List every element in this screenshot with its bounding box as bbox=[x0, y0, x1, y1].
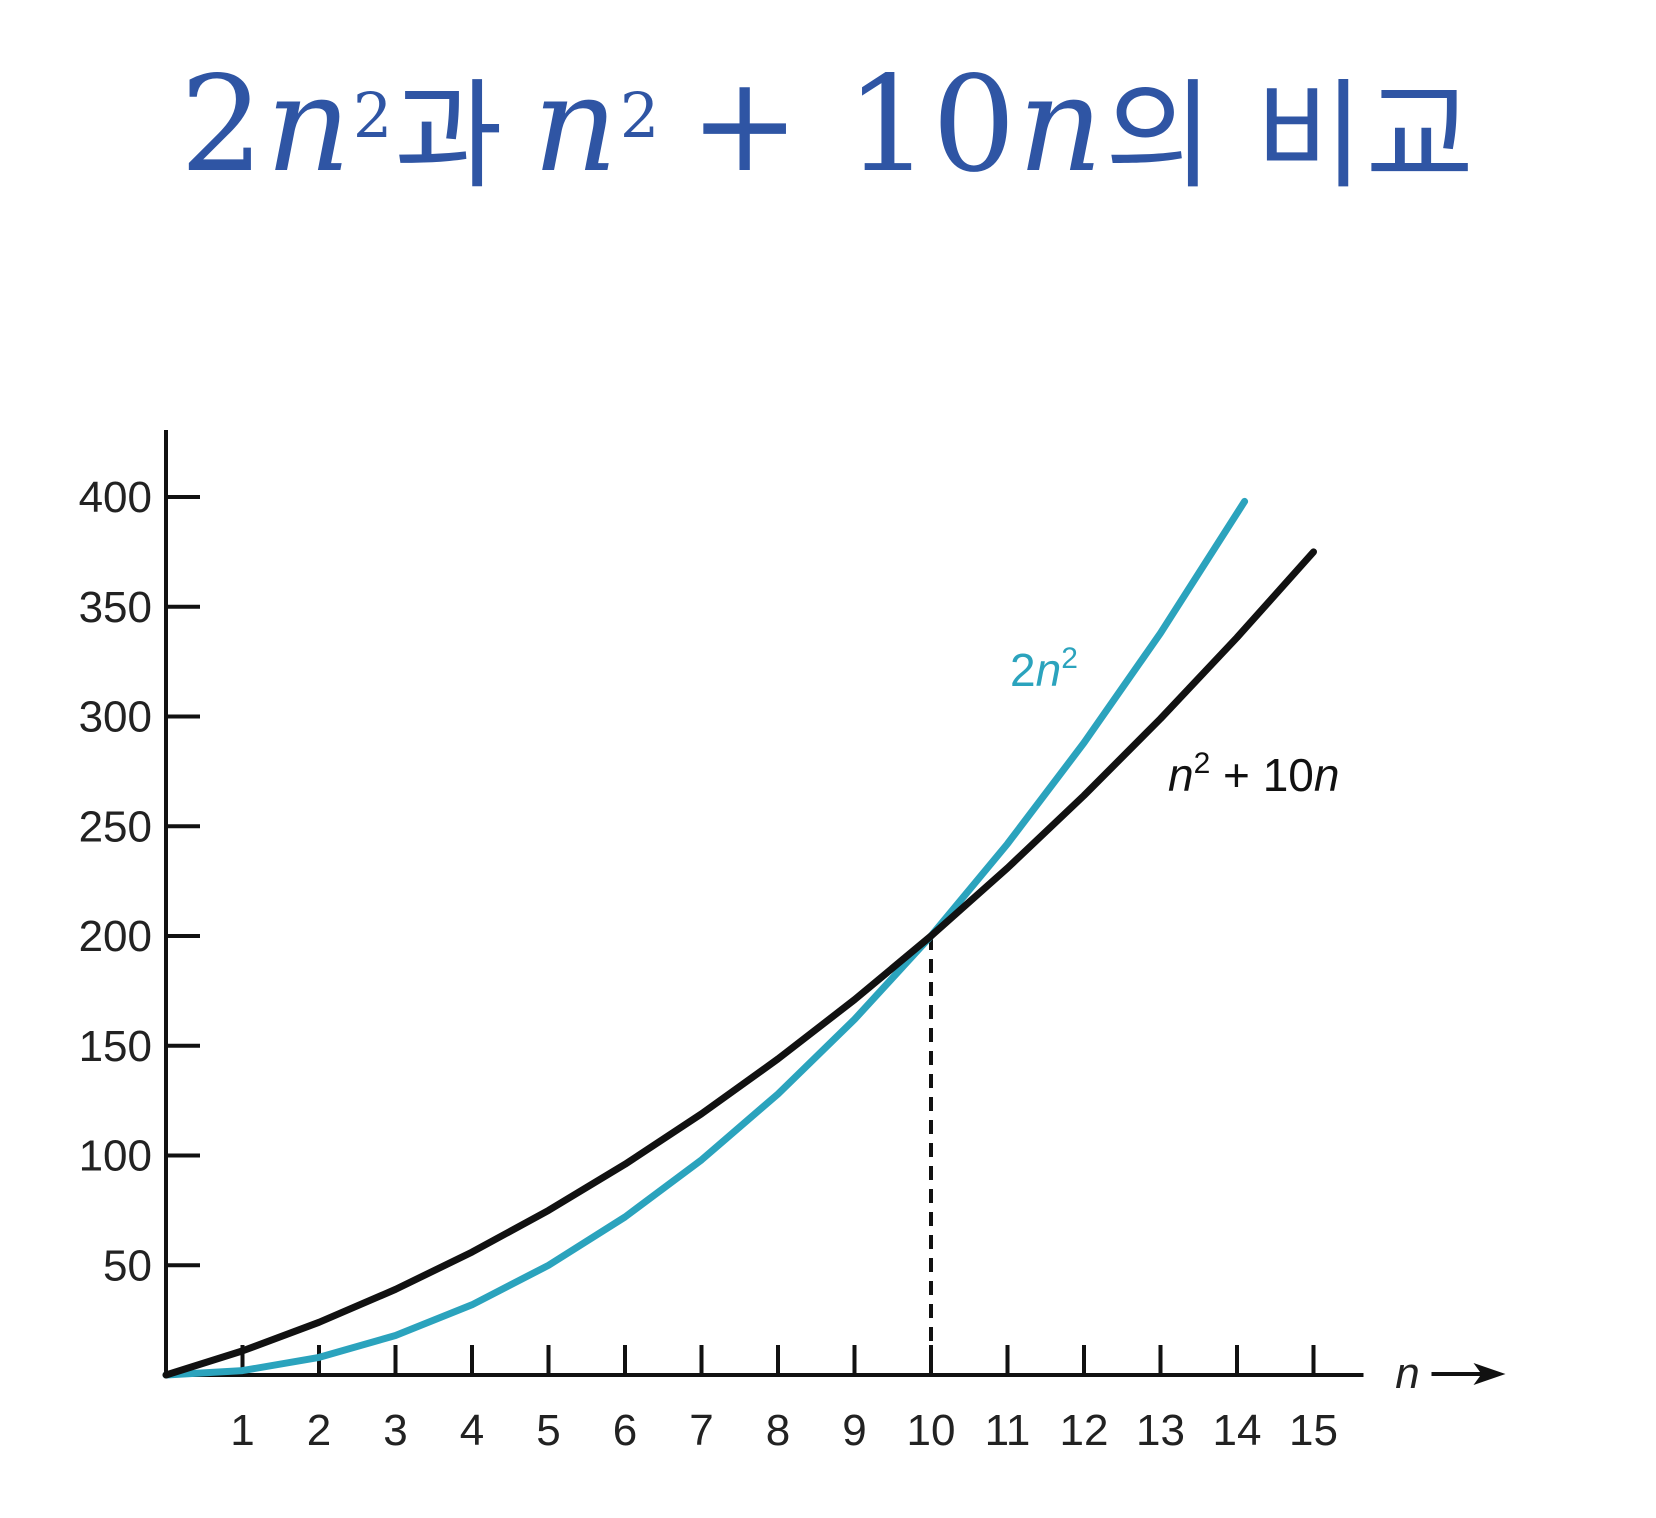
x-tick-label: 9 bbox=[842, 1406, 866, 1455]
x-tick-label: 1 bbox=[230, 1406, 254, 1455]
x-tick-label: 11 bbox=[985, 1406, 1031, 1455]
chart-title: 2 n 2 과 n 2 + 10 n 의 비교 bbox=[0, 40, 1656, 210]
x-tick-label: 3 bbox=[383, 1406, 407, 1455]
y-tick-label: 200 bbox=[79, 912, 152, 961]
x-axis-label: n bbox=[1395, 1349, 1419, 1398]
y-tick-label: 250 bbox=[79, 802, 152, 851]
series-label-n2-plus-10n: n2 + 10n bbox=[1168, 747, 1339, 801]
x-tick-label: 2 bbox=[307, 1406, 331, 1455]
title-suffix: 의 비교 bbox=[1104, 66, 1477, 205]
x-tick-label: 14 bbox=[1213, 1406, 1262, 1455]
series-labels: 2n2 n2 + 10n bbox=[1010, 642, 1339, 801]
x-tick-label: 12 bbox=[1060, 1406, 1109, 1455]
series-group bbox=[162, 497, 1317, 1379]
title-connector: 과 bbox=[394, 66, 505, 205]
x-tick-label: 7 bbox=[689, 1406, 713, 1455]
x-tick-label: 8 bbox=[766, 1406, 790, 1455]
title-operator: + 10 bbox=[689, 48, 1018, 202]
x-axis-arrow-head bbox=[1473, 1363, 1506, 1385]
x-tick-label: 6 bbox=[613, 1406, 637, 1455]
x-tick-label: 5 bbox=[536, 1406, 560, 1455]
y-tick-label: 100 bbox=[79, 1132, 152, 1181]
y-tick-label: 300 bbox=[79, 693, 152, 742]
series-label-2n2: 2n2 bbox=[1010, 642, 1078, 696]
title-exponent: 2 bbox=[352, 78, 395, 152]
title-var-n: n bbox=[265, 48, 353, 202]
x-tick-label: 10 bbox=[907, 1406, 956, 1455]
title-coef: 2 bbox=[179, 48, 266, 202]
y-tick-label: 50 bbox=[103, 1241, 152, 1290]
series-line-n2-plus-10n bbox=[162, 548, 1317, 1379]
x-tick-label: 13 bbox=[1136, 1406, 1185, 1455]
title-exponent-2: 2 bbox=[619, 78, 662, 152]
x-tick-label: 15 bbox=[1289, 1406, 1338, 1455]
title-var-n-3: n bbox=[1017, 48, 1105, 202]
title-var-n-2: n bbox=[532, 48, 620, 202]
axes: n1 2 3 4 5 6 7 8 9 10 11 12 13 14 15501001502002503003… bbox=[79, 430, 1506, 1455]
y-tick-label: 350 bbox=[79, 583, 152, 632]
y-tick-label: 400 bbox=[79, 473, 152, 522]
series-line-2n2 bbox=[162, 497, 1249, 1379]
y-tick-label: 150 bbox=[79, 1022, 152, 1071]
x-tick-label: 4 bbox=[460, 1406, 484, 1455]
